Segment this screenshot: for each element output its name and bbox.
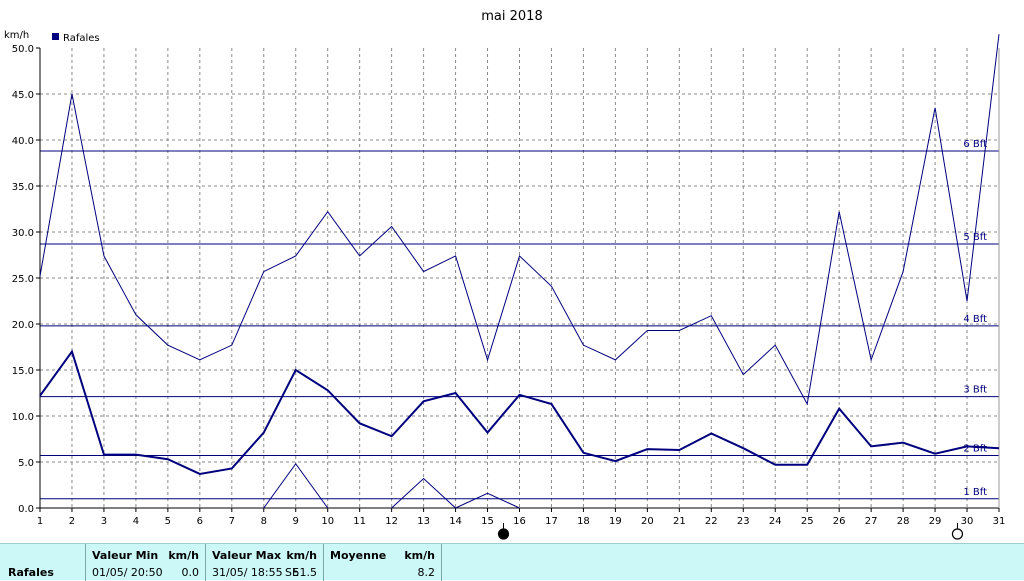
y-tick-label: 40.0 xyxy=(12,136,34,147)
stats-max-cell: Valeur Max km/h 31/05/ 18:55 SE 51.5 xyxy=(206,544,324,581)
x-tick-label: 14 xyxy=(449,516,462,527)
stats-max-header: Valeur Max xyxy=(212,549,282,562)
series-lines xyxy=(39,34,1000,509)
stats-avg-header: Moyenne xyxy=(330,549,387,562)
x-tick-label: 10 xyxy=(321,516,334,527)
y-tick-label: 45.0 xyxy=(12,90,34,101)
stats-avg-unit: km/h xyxy=(404,549,435,562)
beaufort-label: 6 Bft xyxy=(963,139,987,150)
series-line-mean xyxy=(39,349,1000,475)
chart-svg: mai 2018 km/h Rafales 1 Bft 2 Bft 3 Bft 4 B… xyxy=(4,9,1006,540)
y-tick-label: 0.0 xyxy=(18,504,34,515)
stats-min-cell: Valeur Min km/h 01/05/ 20:50 0.0 xyxy=(86,544,206,581)
stats-avg-cell: Moyenne km/h 8.2 xyxy=(324,544,442,581)
x-tick-label: 25 xyxy=(801,516,814,527)
x-tick-label: 27 xyxy=(865,516,878,527)
legend-label: Rafales xyxy=(63,33,100,44)
y-tick-label: 30.0 xyxy=(12,228,34,239)
y-tick-label: 10.0 xyxy=(12,412,34,423)
beaufort-label: 3 Bft xyxy=(963,385,987,396)
stats-min-unit: km/h xyxy=(168,549,199,562)
stats-series-cell: Rafales xyxy=(0,544,86,581)
series-line-max xyxy=(39,34,1000,406)
y-tick-label: 20.0 xyxy=(12,320,34,331)
x-tick-label: 28 xyxy=(897,516,910,527)
x-tick-label: 15 xyxy=(481,516,494,527)
x-tick-label: 22 xyxy=(705,516,718,527)
x-tick-label: 6 xyxy=(197,516,203,527)
y-tick-label: 5.0 xyxy=(18,458,34,469)
y-tick-label: 25.0 xyxy=(12,274,34,285)
stats-max-value: 51.5 xyxy=(292,566,318,579)
x-tick-label: 17 xyxy=(545,516,558,527)
y-axis-unit-label: km/h xyxy=(4,30,29,41)
x-tick-label: 2 xyxy=(69,516,75,527)
chart-title: mai 2018 xyxy=(481,9,542,24)
beaufort-label: 2 Bft xyxy=(963,444,987,455)
x-tick-label: 24 xyxy=(769,516,782,527)
stats-max-unit: km/h xyxy=(286,549,317,562)
x-tick-label: 3 xyxy=(101,516,107,527)
x-tick-label: 18 xyxy=(577,516,590,527)
beaufort-reference-lines: 1 Bft 2 Bft 3 Bft 4 Bft 5 Bft 6 Bft xyxy=(40,139,999,500)
x-tick-label: 5 xyxy=(165,516,171,527)
stats-min-value: 0.0 xyxy=(181,566,200,579)
new-moon-icon xyxy=(497,528,510,540)
x-tick-label: 11 xyxy=(353,516,366,527)
axes: 1 2 3 4 5 6 7 8 9 10 11 12 13 14 15 16 17 18 19 20 21 22 23 24 2… xyxy=(12,44,1006,527)
x-tick-label: 20 xyxy=(641,516,654,527)
x-tick-label: 8 xyxy=(261,516,267,527)
x-tick-label: 26 xyxy=(833,516,846,527)
x-tick-label: 19 xyxy=(609,516,622,527)
stats-max-direction: SE xyxy=(285,566,299,579)
series-line-min xyxy=(263,462,329,509)
stats-avg-value: 8.2 xyxy=(417,566,436,579)
x-tick-label: 29 xyxy=(929,516,942,527)
x-tick-label: 1 xyxy=(37,516,43,527)
x-tick-label: 30 xyxy=(961,516,974,527)
x-tick-label: 21 xyxy=(673,516,686,527)
grid xyxy=(40,48,999,508)
x-tick-label: 13 xyxy=(417,516,430,527)
x-tick-label: 12 xyxy=(385,516,398,527)
x-tick-label: 9 xyxy=(293,516,299,527)
x-tick-label: 16 xyxy=(513,516,526,527)
stats-min-header: Valeur Min xyxy=(92,549,159,562)
y-tick-label: 50.0 xyxy=(12,44,34,55)
chart-area: mai 2018 km/h Rafales 1 Bft 2 Bft 3 Bft 4 B… xyxy=(4,9,1006,540)
series-line-min xyxy=(391,477,520,509)
stats-series-label: Rafales xyxy=(8,566,54,579)
y-tick-label: 15.0 xyxy=(12,366,34,377)
stats-bar: Rafales Valeur Min km/h 01/05/ 20:50 0.0… xyxy=(0,543,1024,581)
full-moon-icon xyxy=(951,528,964,540)
legend-swatch xyxy=(52,33,59,40)
stats-min-date: 01/05/ 20:50 xyxy=(92,566,163,579)
beaufort-label: 4 Bft xyxy=(963,314,987,325)
stats-max-date: 31/05/ 18:55 xyxy=(212,566,283,579)
x-tick-label: 4 xyxy=(133,516,139,527)
x-tick-label: 31 xyxy=(993,516,1006,527)
beaufort-label: 5 Bft xyxy=(963,232,987,243)
x-tick-label: 23 xyxy=(737,516,750,527)
y-tick-label: 35.0 xyxy=(12,182,34,193)
x-tick-label: 7 xyxy=(229,516,235,527)
moon-phase-markers xyxy=(497,523,964,540)
beaufort-label: 1 Bft xyxy=(963,487,987,498)
